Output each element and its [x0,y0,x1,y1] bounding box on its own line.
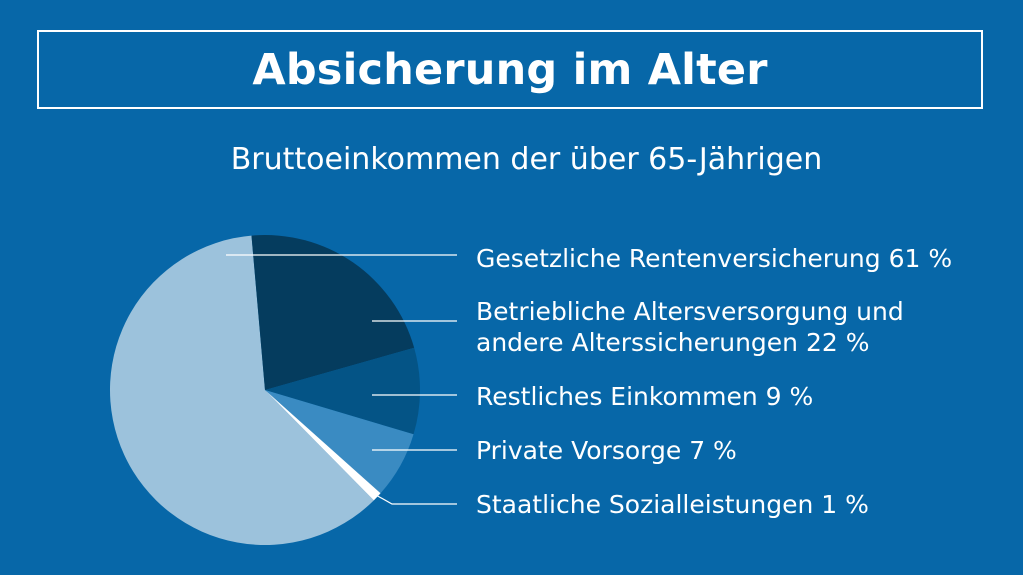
slice-betriebliche [251,235,415,390]
legend-label-line: Betriebliche Altersversorgung und [476,297,904,326]
slice-gesetzliche [109,235,374,546]
title-box: Absicherung im Alter [37,30,983,109]
slice-staatliche [265,390,381,501]
slice-restliches [265,347,420,435]
chart-title: Absicherung im Alter [252,44,768,95]
legend-label-betriebliche: Betriebliche Altersversorgung und andere… [476,296,904,358]
legend-label-private: Private Vorsorge 7 % [476,435,737,466]
legend-label-gesetzliche: Gesetzliche Rentenversicherung 61 % [476,243,952,274]
legend-label-line: andere Alterssicherungen 22 % [476,328,870,357]
legend-label-line: Staatliche Sozialleistungen 1 % [476,490,869,519]
legend-label-restliches: Restliches Einkommen 9 % [476,381,813,412]
legend-label-line: Gesetzliche Rentenversicherung 61 % [476,244,953,273]
legend-label-line: Restliches Einkommen 9 % [476,382,814,411]
legend-label-staatliche: Staatliche Sozialleistungen 1 % [476,489,869,520]
slice-private [265,390,414,494]
legend-label-line: Private Vorsorge 7 % [476,436,737,465]
chart-subtitle: Bruttoeinkommen der über 65-Jährigen [230,142,823,177]
leader-line-staatliche [374,493,457,505]
